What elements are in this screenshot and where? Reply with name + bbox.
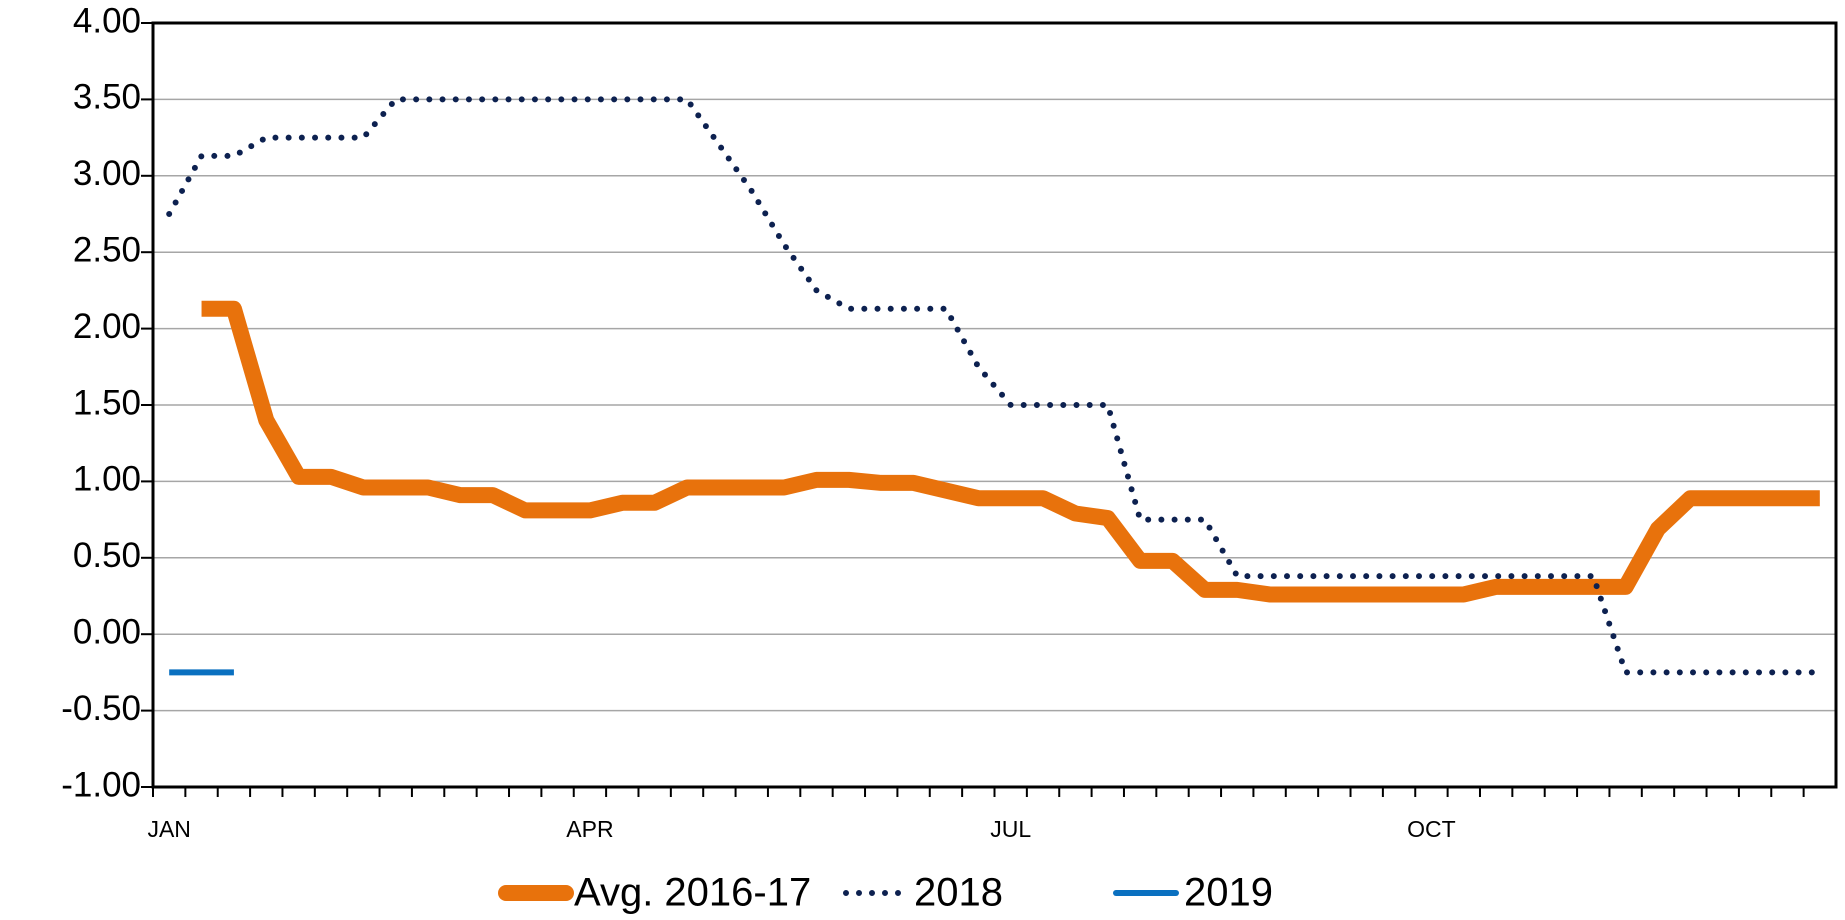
y-tick-label: 0.50 (73, 536, 141, 575)
y-tick-label: -0.50 (61, 689, 141, 728)
legend-label: 2018 (914, 871, 1003, 915)
x-tick-label: JAN (147, 816, 190, 842)
y-tick-label: 3.00 (73, 154, 141, 193)
legend-label: Avg. 2016-17 (574, 871, 811, 915)
y-tick-label: 3.50 (73, 78, 141, 117)
series-line (201, 300, 1820, 603)
legend-label: 2019 (1184, 871, 1273, 915)
y-tick-label: -1.00 (61, 765, 141, 804)
x-tick-label: JUL (990, 816, 1031, 842)
x-tick-label: OCT (1407, 816, 1456, 842)
x-tick-label: APR (566, 816, 613, 842)
y-tick-label: 4.00 (73, 1, 141, 40)
y-tick-label: 2.50 (73, 230, 141, 269)
y-tick-label: 2.00 (73, 307, 141, 346)
y-tick-label: 1.00 (73, 460, 141, 499)
plot-frame (151, 21, 1838, 789)
y-tick-label: 1.50 (73, 383, 141, 422)
y-tick-label: 0.00 (73, 612, 141, 651)
series-line (166, 96, 1823, 676)
